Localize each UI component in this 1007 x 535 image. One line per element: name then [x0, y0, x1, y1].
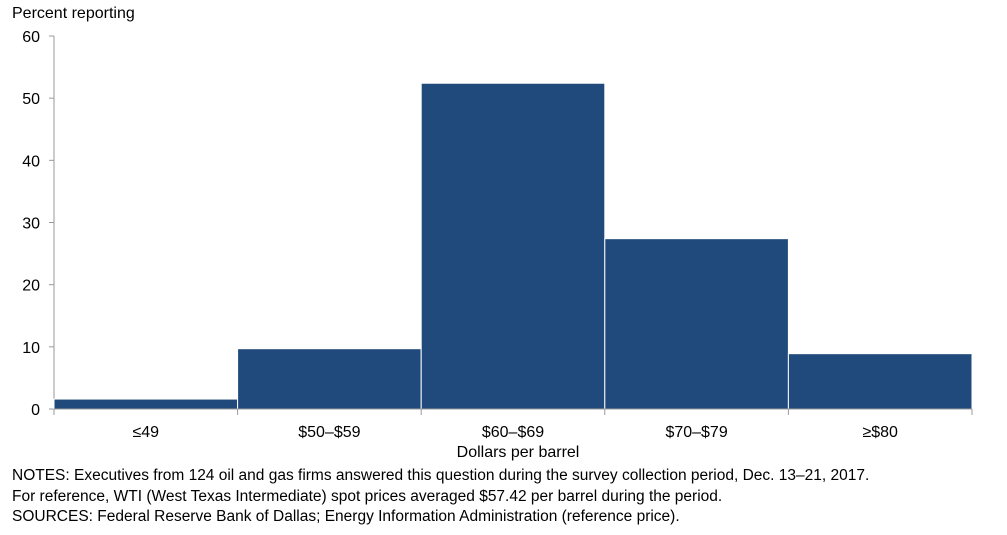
sources-line: SOURCES: Federal Reserve Bank of Dallas;… [12, 508, 680, 525]
bar [53, 398, 239, 410]
y-tick-label: 10 [22, 340, 40, 357]
notes-line: NOTES: Executives from 124 oil and gas f… [12, 467, 870, 484]
notes: NOTES: Executives from 124 oil and gas f… [12, 466, 1002, 528]
x-tick-label: ≥$80 [862, 424, 898, 441]
y-tick-label: 60 [22, 29, 40, 46]
bar-chart: Percent reporting 0 10 20 30 40 50 60 ≤49 $50–$… [12, 5, 973, 461]
y-tick-label: 40 [22, 153, 40, 170]
bar [237, 348, 422, 410]
notes-line: For reference, WTI (West Texas Intermedi… [12, 487, 723, 505]
y-axis-title: Percent reporting [12, 5, 135, 22]
x-axis: ≤49 $50–$59 $60–$69 $70–$79 ≥$80 [53, 408, 973, 441]
y-axis: 0 10 20 30 40 50 60 [22, 29, 55, 419]
y-tick-label: 50 [22, 91, 40, 108]
x-tick-label: ≤49 [133, 424, 160, 441]
bars [53, 82, 973, 410]
bar [420, 82, 606, 410]
bar [604, 238, 789, 410]
y-tick-label: 30 [22, 216, 40, 233]
x-tick-label: $50–$59 [298, 424, 360, 441]
bar [787, 353, 973, 410]
y-tick-label: 0 [31, 402, 40, 419]
y-tick-label: 20 [22, 278, 40, 295]
x-tick-label: $70–$79 [665, 424, 727, 441]
x-tick-label: $60–$69 [482, 424, 544, 441]
x-axis-title: Dollars per barrel [457, 444, 580, 461]
